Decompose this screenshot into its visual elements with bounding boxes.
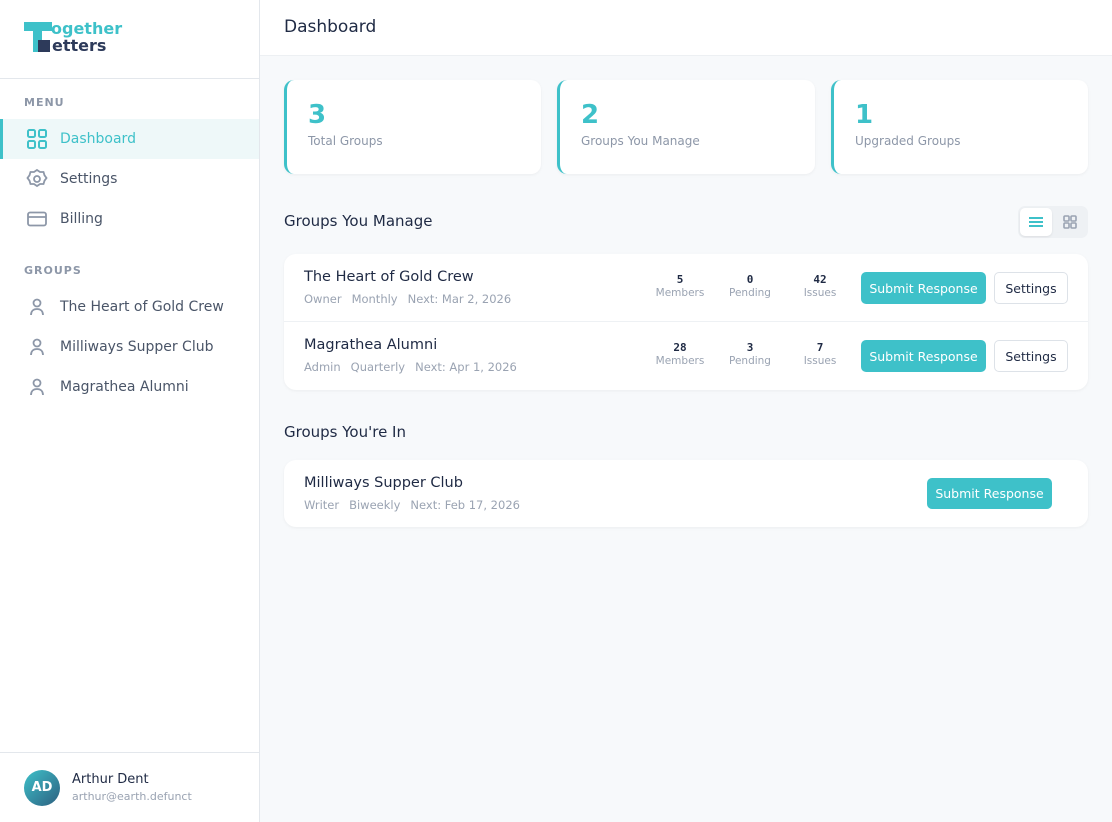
group-role: Writer — [304, 498, 340, 512]
submit-response-button[interactable]: Submit Response — [927, 478, 1052, 509]
together-letters-logo: ogether etters — [24, 20, 122, 54]
menu-section-label: MENU — [24, 96, 65, 109]
submit-response-button[interactable]: Submit Response — [861, 340, 986, 372]
section-title-manage: Groups You Manage — [284, 212, 433, 230]
nav-label: Magrathea Alumni — [60, 379, 189, 395]
nav-label: Dashboard — [60, 131, 136, 147]
stat-card-total: 3 Total Groups — [284, 80, 541, 174]
group-settings-button[interactable]: Settings — [994, 340, 1068, 372]
avatar: AD — [24, 769, 60, 806]
group-row: The Heart of Gold Crew Owner Monthly Next:… — [284, 254, 1088, 322]
group-row: Milliways Supper Club Writer Biweekly Next… — [284, 460, 1088, 527]
stat-value: 1 — [855, 100, 874, 130]
list-view-button[interactable] — [1020, 208, 1052, 236]
managed-groups-list: The Heart of Gold Crew Owner Monthly Next:… — [284, 254, 1088, 390]
credit-card-icon — [27, 211, 47, 227]
grid-icon — [1063, 215, 1077, 229]
groups-section-label: GROUPS — [24, 264, 82, 277]
section-title-member: Groups You're In — [284, 423, 406, 441]
members-label: Members — [655, 355, 705, 367]
pending-label: Pending — [729, 287, 771, 299]
issues-count: 42 — [813, 273, 827, 286]
gear-icon — [26, 168, 48, 188]
group-next-date: Next: Mar 2, 2026 — [407, 292, 512, 306]
pending-count: 0 — [746, 273, 754, 286]
logo[interactable]: ogether etters — [0, 0, 259, 79]
stat-label: Upgraded Groups — [855, 134, 961, 148]
nav-settings[interactable]: Settings — [0, 159, 259, 199]
members-count: 28 — [673, 341, 687, 354]
nav-label: Milliways Supper Club — [60, 339, 214, 355]
user-profile[interactable]: AD Arthur Dent arthur@earth.defunct — [0, 752, 259, 822]
stat-value: 2 — [581, 100, 600, 130]
stat-label: Groups You Manage — [581, 134, 700, 148]
page-title: Dashboard — [260, 0, 1112, 56]
user-name: Arthur Dent — [72, 772, 149, 787]
svg-text:ogether: ogether — [51, 20, 122, 38]
list-icon — [1029, 217, 1043, 227]
group-role: Admin — [304, 360, 341, 374]
grid-icon — [27, 129, 47, 149]
group-frequency: Monthly — [351, 292, 398, 306]
stat-value: 3 — [308, 100, 327, 130]
issues-label: Issues — [803, 355, 837, 367]
group-role: Owner — [304, 292, 342, 306]
group-next-date: Next: Feb 17, 2026 — [410, 498, 520, 512]
group-next-date: Next: Apr 1, 2026 — [415, 360, 517, 374]
group-row: Magrathea Alumni Admin Quarterly Next: Apr… — [284, 322, 1088, 390]
nav-label: Billing — [60, 211, 103, 227]
view-toggle — [1018, 206, 1088, 238]
stat-card-managed: 2 Groups You Manage — [557, 80, 815, 174]
issues-label: Issues — [803, 287, 837, 299]
nav-label: Settings — [60, 171, 118, 187]
group-name[interactable]: Milliways Supper Club — [304, 475, 463, 491]
user-email: arthur@earth.defunct — [72, 790, 192, 803]
nav-group-magrathea[interactable]: Magrathea Alumni — [0, 367, 259, 407]
svg-text:etters: etters — [52, 36, 106, 54]
user-icon — [30, 338, 44, 356]
nav-group-heart-of-gold[interactable]: The Heart of Gold Crew — [0, 287, 259, 327]
submit-response-button[interactable]: Submit Response — [861, 272, 986, 304]
grid-view-button[interactable] — [1054, 208, 1086, 236]
group-name[interactable]: Magrathea Alumni — [304, 337, 438, 353]
issues-count: 7 — [816, 341, 824, 354]
group-frequency: Quarterly — [350, 360, 406, 374]
stat-label: Total Groups — [308, 134, 383, 148]
stat-card-upgraded: 1 Upgraded Groups — [831, 80, 1088, 174]
user-icon — [30, 298, 44, 316]
pending-count: 3 — [746, 341, 754, 354]
group-settings-button[interactable]: Settings — [994, 272, 1068, 304]
nav-dashboard[interactable]: Dashboard — [0, 119, 259, 159]
sidebar: ogether etters MENU Dashboard Settings B… — [0, 0, 260, 822]
member-groups-list: Milliways Supper Club Writer Biweekly Next… — [284, 460, 1088, 527]
group-name[interactable]: The Heart of Gold Crew — [304, 269, 474, 285]
nav-group-milliways[interactable]: Milliways Supper Club — [0, 327, 259, 367]
user-icon — [30, 378, 44, 396]
group-frequency: Biweekly — [349, 498, 401, 512]
nav-label: The Heart of Gold Crew — [60, 299, 224, 315]
nav-billing[interactable]: Billing — [0, 199, 259, 239]
members-count: 5 — [676, 273, 684, 286]
members-label: Members — [655, 287, 705, 299]
pending-label: Pending — [729, 355, 771, 367]
